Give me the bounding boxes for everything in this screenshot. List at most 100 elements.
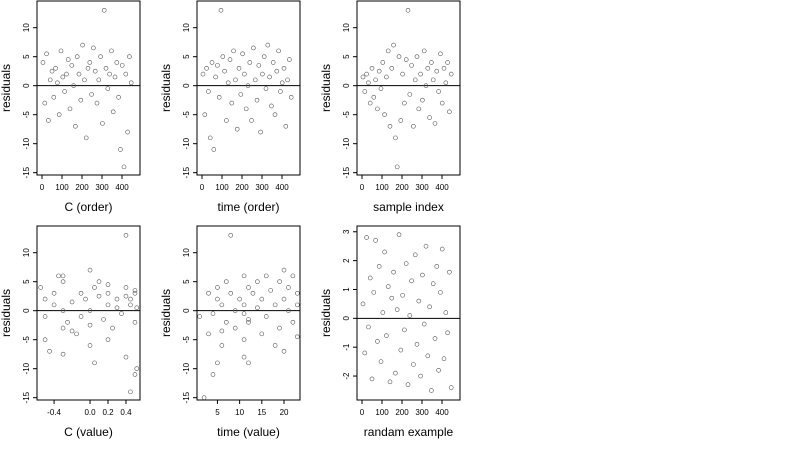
point — [128, 389, 133, 395]
point — [249, 118, 254, 123]
y-tick-label: -15 — [182, 391, 191, 403]
point — [218, 7, 224, 13]
point — [400, 71, 405, 77]
point — [105, 282, 111, 287]
y-tick-label: 2 — [342, 258, 351, 263]
point — [283, 123, 289, 129]
point — [274, 68, 280, 74]
point — [366, 80, 371, 86]
point — [414, 54, 420, 59]
point — [429, 388, 434, 393]
point — [290, 319, 296, 325]
point — [110, 325, 115, 331]
point — [259, 331, 265, 337]
point — [448, 71, 454, 77]
point — [215, 285, 220, 290]
point — [220, 54, 226, 59]
point — [132, 288, 138, 293]
point — [430, 281, 436, 287]
point — [418, 71, 423, 77]
point — [110, 109, 116, 115]
point — [362, 350, 368, 356]
point — [389, 65, 395, 71]
x-axis-label: time (value) — [217, 425, 280, 439]
point — [128, 80, 134, 86]
point — [387, 379, 393, 385]
point — [402, 327, 407, 333]
point — [288, 94, 294, 100]
point — [255, 305, 260, 311]
point — [46, 118, 51, 123]
point — [286, 308, 291, 313]
point — [434, 264, 440, 269]
plot-frame — [356, 0, 461, 176]
point — [74, 54, 80, 59]
point — [279, 80, 285, 86]
point — [411, 123, 416, 129]
x-tick-label: 200 — [395, 183, 409, 192]
point — [234, 126, 240, 132]
point — [114, 296, 120, 302]
point — [240, 51, 245, 57]
point — [74, 331, 79, 337]
plot-frame — [36, 0, 141, 176]
point — [407, 313, 413, 318]
point — [202, 112, 208, 117]
point — [101, 7, 107, 13]
point — [445, 330, 450, 336]
x-tick-label: 200 — [395, 408, 409, 417]
point — [215, 63, 220, 68]
x-axis-label: randam example — [364, 425, 454, 439]
point — [265, 42, 271, 48]
x-tick-label: 100 — [55, 183, 69, 192]
point — [396, 232, 402, 237]
x-tick-label: 400 — [435, 408, 449, 417]
point — [434, 68, 440, 74]
point — [290, 273, 296, 279]
y-axis-label: residuals — [0, 64, 13, 112]
y-tick-label: -2 — [342, 372, 351, 380]
point — [376, 68, 382, 74]
point — [385, 48, 391, 54]
x-tick-label: 0 — [40, 183, 45, 192]
point — [272, 302, 278, 308]
point — [243, 106, 249, 112]
y-tick-label: -10 — [22, 137, 31, 149]
point — [375, 106, 380, 112]
point — [114, 305, 120, 311]
point — [92, 68, 98, 74]
point — [233, 77, 238, 83]
point — [211, 147, 217, 152]
point — [423, 243, 429, 249]
x-tick-label: 200 — [75, 183, 89, 192]
point — [241, 302, 247, 308]
y-tick-label: -10 — [22, 362, 31, 374]
point — [60, 74, 66, 80]
plot-frame — [36, 225, 141, 401]
point — [94, 100, 100, 106]
point — [277, 279, 282, 284]
point — [125, 129, 130, 135]
point — [60, 279, 66, 284]
x-tick-label: 0 — [360, 183, 365, 192]
x-tick-label: 400 — [435, 183, 449, 192]
x-tick-label: 400 — [115, 183, 129, 192]
point — [285, 77, 290, 83]
point — [112, 74, 118, 80]
point — [263, 273, 269, 279]
point — [96, 77, 102, 83]
point — [258, 129, 263, 135]
point — [51, 94, 57, 100]
x-tick-label: 400 — [275, 183, 289, 192]
point — [254, 97, 260, 103]
y-tick-label: -5 — [22, 111, 31, 119]
point — [78, 290, 84, 296]
x-tick-label: 300 — [415, 408, 429, 417]
point — [362, 89, 368, 94]
point — [80, 42, 85, 48]
